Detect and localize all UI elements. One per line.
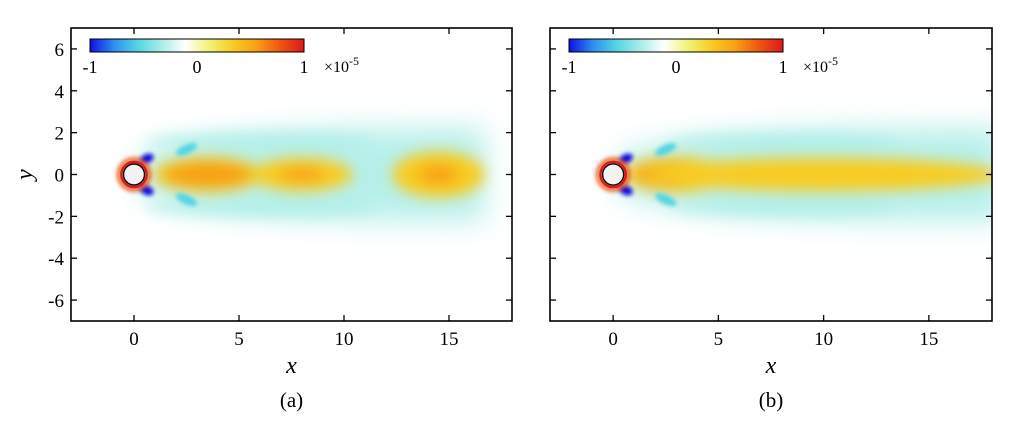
colorbar-gradient xyxy=(568,38,784,53)
shear-layer-1 xyxy=(144,197,376,217)
y-tick-label: 4 xyxy=(55,82,65,103)
colorbar-tick-label: 1 xyxy=(300,57,309,77)
panel-b-label: (b) xyxy=(759,388,784,412)
y-tick-label: 2 xyxy=(55,124,65,145)
x-tick-label: 15 xyxy=(919,329,938,350)
core-inner-2 xyxy=(417,165,460,184)
panel-a-label: (a) xyxy=(280,388,303,412)
x-tick-label: 5 xyxy=(714,329,724,350)
colorbar-gradient xyxy=(89,38,305,53)
shear-layer-0 xyxy=(144,132,376,152)
panel-b-ticks: 0 5 10 15 xyxy=(550,28,992,350)
wake-core xyxy=(623,156,992,193)
boundary-layer xyxy=(595,157,631,192)
y-tick-label: 0 xyxy=(55,166,65,187)
x-tick-label: 0 xyxy=(608,329,618,350)
cylinder xyxy=(122,163,146,186)
minimum-2 xyxy=(655,142,677,156)
boundary-layer xyxy=(116,157,152,192)
colorbar-tick-label: -1 xyxy=(83,57,98,77)
panel-b-plot-area xyxy=(550,28,992,321)
minimum-3 xyxy=(175,193,198,207)
panel-a-x-axis-label: x xyxy=(285,353,297,379)
colorbar-tick-label: 1 xyxy=(779,57,788,77)
panel-a-y-axis-label: y xyxy=(12,169,38,182)
core-inner-1 xyxy=(279,167,325,182)
wake-core xyxy=(152,151,485,198)
colorbar-tick-label: 0 xyxy=(193,57,202,77)
shear-layer-1 xyxy=(665,196,898,216)
core-inner-1 xyxy=(743,167,905,182)
core-inner-0 xyxy=(182,167,233,182)
shear-layer-0 xyxy=(665,133,898,153)
boundary-layer-inner xyxy=(599,160,628,189)
x-tick-label: 0 xyxy=(129,329,139,350)
panel-b-x-axis-label: x xyxy=(765,353,777,379)
y-tick-label: -2 xyxy=(48,207,64,228)
y-tick-label: 6 xyxy=(55,40,65,61)
colorbar-tick-label: 0 xyxy=(672,57,681,77)
cylinder xyxy=(601,163,625,186)
shear-layers xyxy=(144,132,376,217)
minimum-2 xyxy=(175,142,198,156)
y-tick-label: -6 xyxy=(48,291,64,312)
minimum-3 xyxy=(655,193,677,207)
shear-layers xyxy=(665,133,898,216)
boundary-layer-inner xyxy=(120,160,148,189)
colorbar-exponent: -5 xyxy=(828,54,838,68)
colorbar-tick-label: -1 xyxy=(562,57,577,77)
x-tick-label: 15 xyxy=(440,329,459,350)
x-tick-label: 10 xyxy=(814,329,833,350)
panel-b: 0 5 10 15 -1 0 1 ×10-5 x (b) xyxy=(549,27,993,412)
x-tick-label: 5 xyxy=(234,329,244,350)
panel-b-colorbar: -1 0 1 ×10-5 xyxy=(562,38,838,77)
y-tick-label: -4 xyxy=(48,249,64,270)
panel-a-plot-area xyxy=(71,28,512,321)
colorbar-exponent: -5 xyxy=(349,54,359,68)
x-tick-label: 10 xyxy=(335,329,354,350)
